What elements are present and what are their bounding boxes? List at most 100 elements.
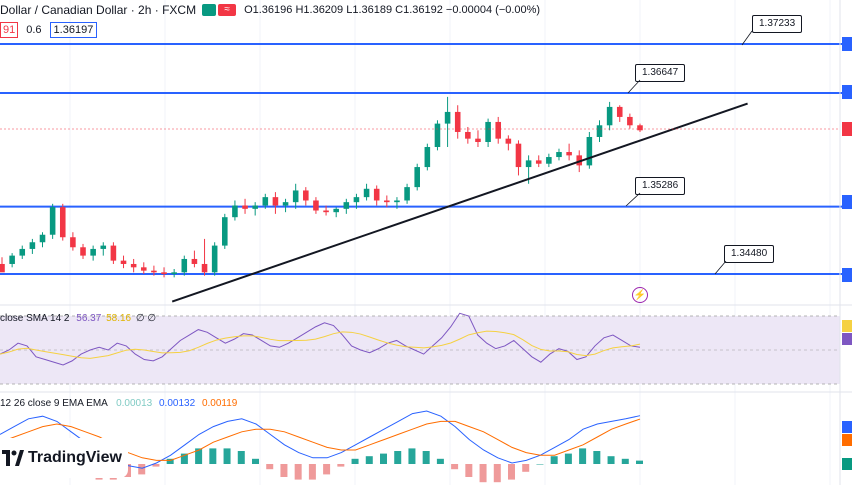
buy-price-button[interactable]: 1.36197	[49, 22, 98, 38]
macd-hist-bar	[636, 460, 643, 464]
macd-hist-bar	[408, 448, 416, 464]
candle-body	[80, 247, 86, 256]
candle-body	[495, 121, 502, 139]
axis-tag-hist	[842, 458, 852, 470]
axis-tag-level-2	[842, 85, 852, 99]
candle-body	[90, 248, 96, 256]
grid-lines	[69, 0, 831, 485]
symbol-title: Dollar / Canadian Dollar · 2h · FXCM	[0, 3, 197, 17]
candle-body	[576, 155, 583, 166]
candle-body	[444, 111, 451, 124]
candle-body	[556, 152, 562, 158]
macd-hist-bar	[252, 458, 259, 464]
candle-body	[465, 131, 471, 139]
candle-body	[191, 258, 198, 264]
macd-hist-bar	[436, 458, 444, 464]
macd-legend: 12 26 close 9 EMA EMA 0.00013 0.00132 0.…	[0, 398, 237, 409]
candle-body	[232, 205, 238, 218]
axis-tag-price	[842, 122, 852, 136]
sell-price-button[interactable]: 91	[0, 22, 19, 38]
candle-body	[606, 106, 613, 126]
macd-hist-bar	[493, 464, 501, 483]
macd-hist-bar	[294, 464, 302, 480]
candle-body	[211, 245, 218, 273]
macd-hist-bar	[451, 464, 459, 470]
candle-body	[39, 234, 46, 243]
level-label-4[interactable]: 1.34480	[724, 245, 775, 263]
macd-hist-bar	[180, 453, 188, 464]
candle-body	[596, 125, 603, 137]
candle-body	[515, 143, 522, 168]
candle-body	[272, 197, 279, 206]
axis-tag-rsi-ma	[842, 320, 852, 332]
macd-hist-bar	[479, 464, 487, 483]
axis-tag-level-1	[842, 37, 852, 51]
candle-body	[151, 270, 157, 273]
axis-tag-signal	[842, 434, 852, 446]
macd-hist-bar	[579, 448, 587, 464]
chart-header: Dollar / Canadian Dollar · 2h · FXCM ≈ O…	[0, 2, 540, 18]
candle-body	[19, 248, 26, 256]
macd-hist-bar	[195, 448, 203, 464]
rsi-extra: ∅ ∅	[135, 313, 157, 324]
candle-body	[637, 125, 643, 131]
candle-body	[566, 152, 572, 156]
macd-hist-bar	[280, 464, 288, 477]
candle-body	[222, 217, 228, 246]
macd-hist-bar	[465, 464, 473, 477]
candlesticks	[0, 96, 643, 278]
macd-hist-bar	[380, 453, 387, 464]
candle-body	[414, 167, 420, 188]
candle-body	[262, 197, 269, 206]
trade-row: 91 0.6 1.36197	[0, 22, 98, 38]
lightning-icon[interactable]: ⚡	[632, 287, 648, 303]
axis-tag-level-3	[842, 195, 852, 209]
macd-hist-bar	[138, 464, 146, 475]
candle-body	[282, 202, 289, 206]
tradingview-brand[interactable]: TradingView	[0, 438, 128, 478]
candle-body	[29, 242, 36, 249]
candle-body	[333, 208, 339, 213]
candle-body	[110, 245, 117, 261]
level-label-3[interactable]: 1.35286	[635, 177, 686, 195]
candle-body	[161, 272, 167, 274]
candle-body	[475, 138, 481, 142]
candle-body	[343, 202, 350, 209]
macd-hist-bar	[351, 458, 359, 464]
level-label-1[interactable]: 1.37233	[752, 15, 803, 33]
candle-body	[525, 160, 532, 168]
candle-body	[303, 190, 309, 201]
candle-body	[384, 200, 390, 203]
horizontal-levels	[0, 43, 852, 275]
macd-hist-bar	[593, 451, 601, 464]
candle-body	[454, 111, 461, 132]
tradingview-logo-icon	[2, 450, 24, 466]
candle-body	[353, 197, 360, 203]
approx-icon[interactable]: ≈	[218, 4, 237, 16]
market-status-icon[interactable]	[202, 4, 217, 16]
macd-value: 0.00132	[159, 398, 196, 409]
candle-body	[59, 207, 66, 238]
candle-body	[434, 123, 441, 148]
candle-body	[535, 160, 542, 164]
candle-body	[70, 237, 76, 248]
macd-hist-value: 0.00013	[116, 398, 153, 409]
candle-body	[546, 157, 552, 164]
candle-body	[9, 255, 15, 264]
macd-hist-bar	[607, 456, 615, 464]
macd-hist-bar	[365, 456, 373, 464]
candle-body	[100, 245, 107, 249]
macd-hist-bar	[394, 451, 402, 464]
candle-body	[0, 263, 5, 273]
candle-body	[252, 205, 258, 209]
level-label-2[interactable]: 1.36647	[635, 64, 686, 82]
macd-title: 12 26 close 9 EMA EMA	[0, 398, 108, 409]
macd-hist-bar	[209, 448, 217, 464]
candle-body	[201, 263, 208, 273]
candle-body	[627, 116, 633, 126]
macd-hist-bar	[621, 458, 629, 464]
candle-body	[485, 121, 491, 142]
rsi-title: close SMA 14 2	[0, 313, 70, 324]
axis-tag-rsi	[842, 333, 852, 345]
